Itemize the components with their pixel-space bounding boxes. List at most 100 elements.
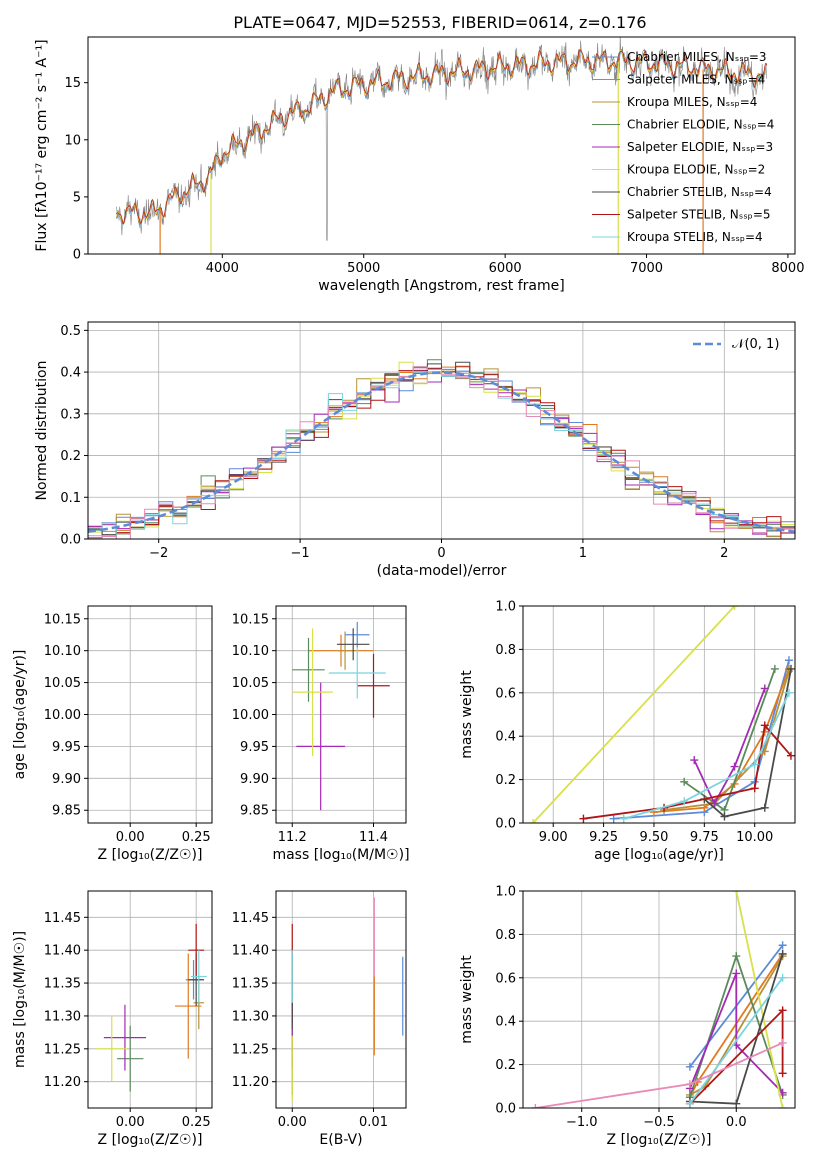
y-tick-label: 11.30 [232,1009,269,1024]
histogram-series [88,366,795,539]
axes-frame [87,36,796,255]
weight-marker [619,814,628,823]
x-tick-label: 1 [579,546,587,561]
x-tick-label: 2 [720,546,728,561]
figure-title: PLATE=0647, MJD=52553, FIBERID=0614, z=0… [233,13,646,32]
weight-line [703,668,792,818]
legend-label: Salpeter ELODIE, Nₛₛₚ=3 [627,140,773,154]
y-tick-label: 9.95 [52,740,81,755]
weight-marker [680,777,689,786]
weight-line [689,973,784,1094]
x-axis-label: Z [log₁₀(Z/Z☉)] [98,847,203,863]
x-tick-label: 11.2 [278,830,307,845]
weight-line [532,606,736,823]
y-tick-label: 10.10 [232,644,269,659]
y-tick-label: 9.90 [240,772,269,787]
y-tick-label: 9.90 [52,772,81,787]
weight-marker [784,656,793,665]
y-tick-label: 11.25 [44,1042,81,1057]
legend-label: Chabrier STELIB, Nₛₛₚ=4 [627,185,772,199]
x-tick-label: 0.25 [182,1115,211,1130]
x-tick-label: 4000 [206,261,239,276]
x-axis-label: (data-model)/error [377,563,507,579]
legend-label: Kroupa MILES, Nₛₛₚ=4 [627,95,757,109]
y-tick-label: 10.15 [232,612,269,627]
x-tick-label: 9.25 [589,830,618,845]
y-axis-label: mass weight [459,955,475,1044]
x-tick-label: 0.01 [359,1115,388,1130]
weight-marker [778,1038,787,1047]
axes-frame [87,890,213,1109]
y-axis-label: mass [log₁₀(M/M☉)] [12,931,28,1068]
weight-marker [720,812,729,821]
weight-marker [786,751,795,760]
y-tick-label: 10 [64,133,81,148]
weight-marker [730,606,739,610]
weight-marker [730,762,739,771]
legend-label: Chabrier MILES, Nₛₛₚ=3 [627,50,767,64]
weight-marker [710,799,719,808]
y-axis-label: Normed distribution [34,361,50,501]
histogram-series [88,366,795,539]
y-tick-label: 0 [73,248,81,263]
y-tick-label: 1.0 [495,885,516,900]
x-tick-label: 6000 [489,261,522,276]
x-axis-label: mass [log₁₀(M/M☉)] [272,847,409,863]
legend-label: Salpeter MILES, Nₛₛₚ=4 [627,73,765,87]
weight-marker [529,819,538,823]
y-tick-label: 9.95 [240,740,269,755]
legend-label: Kroupa STELIB, Nₛₛₚ=4 [627,230,763,244]
weight-marker [778,973,787,982]
y-tick-label: 10.05 [232,676,269,691]
y-tick-label: 1.0 [495,600,516,615]
legend-label: 𝒩(0, 1) [732,337,779,352]
x-tick-label: 11.4 [359,830,388,845]
x-tick-label: 0 [437,546,445,561]
errorbar-group [292,621,390,811]
y-tick-label: 11.20 [232,1075,269,1090]
x-tick-label: 10.00 [736,830,773,845]
legend-label: Salpeter STELIB, Nₛₛₚ=5 [627,208,771,222]
x-tick-label: −2 [149,546,168,561]
x-tick-label: 0.00 [116,1115,145,1130]
y-tick-label: 11.25 [232,1042,269,1057]
weight-marker [579,814,588,823]
x-tick-label: 5000 [347,261,380,276]
y-tick-label: 0.4 [495,730,516,745]
weight-marker [760,684,769,693]
y-tick-label: 9.85 [52,804,81,819]
y-tick-label: 0.0 [495,1102,516,1117]
y-tick-label: 10.00 [44,708,81,723]
weight-marker [778,1069,787,1078]
axes-frame [87,321,796,540]
weight-line [735,891,784,1108]
x-tick-label: 0.0 [726,1115,747,1130]
weight-line [663,670,790,811]
y-tick-label: 0.3 [60,407,81,422]
y-tick-label: 10.00 [232,708,269,723]
weight-marker [770,664,779,673]
y-tick-label: 0.8 [495,643,516,658]
y-tick-label: 10.05 [44,676,81,691]
y-tick-label: 0.0 [60,533,81,548]
weight-marker [685,1062,694,1071]
y-axis-label: Flux [fλ10⁻¹⁷ erg cm⁻² s⁻¹ A⁻¹] [34,39,50,251]
weight-line-group [531,891,787,1108]
x-tick-label: 0.25 [182,830,211,845]
y-tick-label: 0.4 [495,1015,516,1030]
x-tick-label: −1.0 [566,1115,598,1130]
weight-marker [750,760,759,769]
x-tick-label: 8000 [771,261,804,276]
weight-marker [680,797,689,806]
weight-line [623,692,790,820]
y-tick-label: 11.45 [232,911,269,926]
y-tick-label: 10.15 [44,612,81,627]
weight-marker [690,756,699,765]
axes-frame [522,605,796,824]
x-tick-label: 0.00 [278,1115,307,1130]
y-tick-label: 11.20 [44,1075,81,1090]
weight-marker [784,688,793,697]
x-tick-label: 7000 [630,261,663,276]
axes-frame [275,890,407,1109]
